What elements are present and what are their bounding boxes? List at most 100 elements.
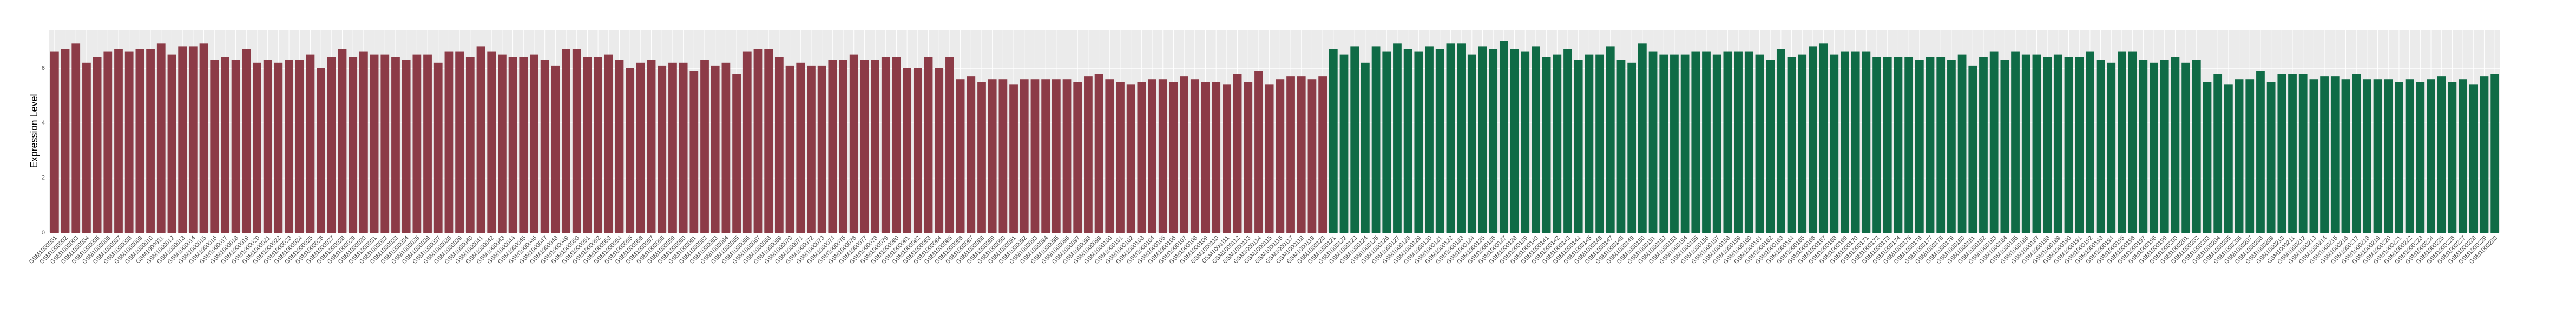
bar bbox=[956, 79, 965, 233]
bar bbox=[1755, 54, 1764, 233]
bar bbox=[221, 57, 229, 233]
bar bbox=[2160, 60, 2169, 233]
bar bbox=[71, 43, 81, 233]
bar bbox=[465, 57, 475, 233]
bar bbox=[1680, 54, 1690, 233]
bar bbox=[742, 51, 752, 233]
bar bbox=[2320, 76, 2329, 233]
bar bbox=[903, 68, 912, 233]
bar bbox=[2139, 60, 2148, 233]
bar bbox=[849, 54, 858, 233]
bar bbox=[93, 57, 102, 233]
bar bbox=[167, 54, 176, 233]
bar bbox=[327, 57, 336, 233]
bar bbox=[1425, 46, 1434, 233]
bar bbox=[1041, 79, 1050, 233]
bar bbox=[146, 49, 155, 233]
y-tick-label: 4 bbox=[42, 120, 45, 126]
bar bbox=[700, 60, 709, 233]
bar bbox=[1329, 49, 1338, 233]
bar bbox=[594, 57, 602, 233]
bar bbox=[945, 57, 954, 233]
bar bbox=[2118, 51, 2126, 233]
bar bbox=[1318, 76, 1327, 233]
bar bbox=[626, 68, 635, 233]
bar bbox=[1201, 82, 1210, 233]
bar bbox=[1521, 51, 1530, 233]
y-tick-label: 2 bbox=[42, 175, 45, 181]
bar bbox=[2053, 54, 2062, 233]
bar bbox=[1265, 84, 1274, 233]
bar bbox=[1244, 82, 1253, 233]
bar bbox=[1414, 51, 1423, 233]
bar bbox=[274, 62, 283, 233]
bar bbox=[1382, 51, 1391, 233]
bar bbox=[359, 51, 368, 233]
bar bbox=[1691, 51, 1700, 233]
bar bbox=[967, 76, 976, 233]
bar bbox=[2416, 82, 2425, 233]
bar bbox=[1169, 82, 1178, 233]
bar bbox=[1723, 51, 1732, 233]
bar bbox=[380, 54, 390, 233]
bar bbox=[774, 57, 784, 233]
bar bbox=[785, 65, 794, 233]
bar bbox=[1638, 43, 1647, 233]
bar bbox=[338, 49, 347, 233]
bar bbox=[2288, 74, 2297, 233]
bar bbox=[2128, 51, 2137, 233]
bar bbox=[317, 68, 326, 233]
bar bbox=[924, 57, 933, 233]
bar bbox=[796, 62, 805, 233]
bar bbox=[1350, 46, 1359, 233]
bar bbox=[295, 60, 304, 233]
bar bbox=[1532, 46, 1540, 233]
bar bbox=[1489, 49, 1498, 233]
bar bbox=[1276, 79, 1285, 233]
bar bbox=[1052, 79, 1061, 233]
bar bbox=[2437, 76, 2446, 233]
bar bbox=[1233, 74, 1242, 233]
bar bbox=[2213, 74, 2223, 233]
bar bbox=[572, 49, 581, 233]
bar bbox=[306, 54, 315, 233]
bar bbox=[615, 60, 624, 233]
bar bbox=[2373, 79, 2382, 233]
bar bbox=[263, 60, 272, 233]
bar bbox=[433, 62, 443, 233]
bar bbox=[1809, 46, 1817, 233]
bar bbox=[402, 60, 411, 233]
bar bbox=[2469, 84, 2478, 233]
bar bbox=[1126, 84, 1135, 233]
bar bbox=[540, 60, 549, 233]
bar bbox=[1478, 46, 1487, 233]
bar bbox=[199, 43, 208, 233]
bar bbox=[2266, 82, 2276, 233]
bar bbox=[583, 57, 592, 233]
bar bbox=[1787, 57, 1796, 233]
bar bbox=[1926, 57, 1935, 233]
bar bbox=[2000, 60, 2009, 233]
bar bbox=[1542, 57, 1551, 233]
bar bbox=[1712, 54, 1721, 233]
bar bbox=[1798, 54, 1807, 233]
bar bbox=[103, 51, 113, 233]
bar bbox=[551, 65, 560, 233]
bar bbox=[349, 57, 358, 233]
bar bbox=[1073, 82, 1082, 233]
y-tick-label: 0 bbox=[42, 230, 45, 236]
bar bbox=[1734, 51, 1743, 233]
bar bbox=[455, 51, 464, 233]
bar bbox=[1989, 51, 1999, 233]
bar bbox=[2235, 79, 2244, 233]
bar bbox=[668, 62, 677, 233]
bar bbox=[2395, 82, 2403, 233]
bar bbox=[1116, 82, 1125, 233]
bar bbox=[135, 49, 144, 233]
bar bbox=[721, 62, 731, 233]
bar bbox=[1862, 51, 1871, 233]
bar bbox=[1766, 60, 1775, 233]
bar bbox=[913, 68, 922, 233]
bar bbox=[2245, 79, 2255, 233]
bar bbox=[1595, 54, 1604, 233]
